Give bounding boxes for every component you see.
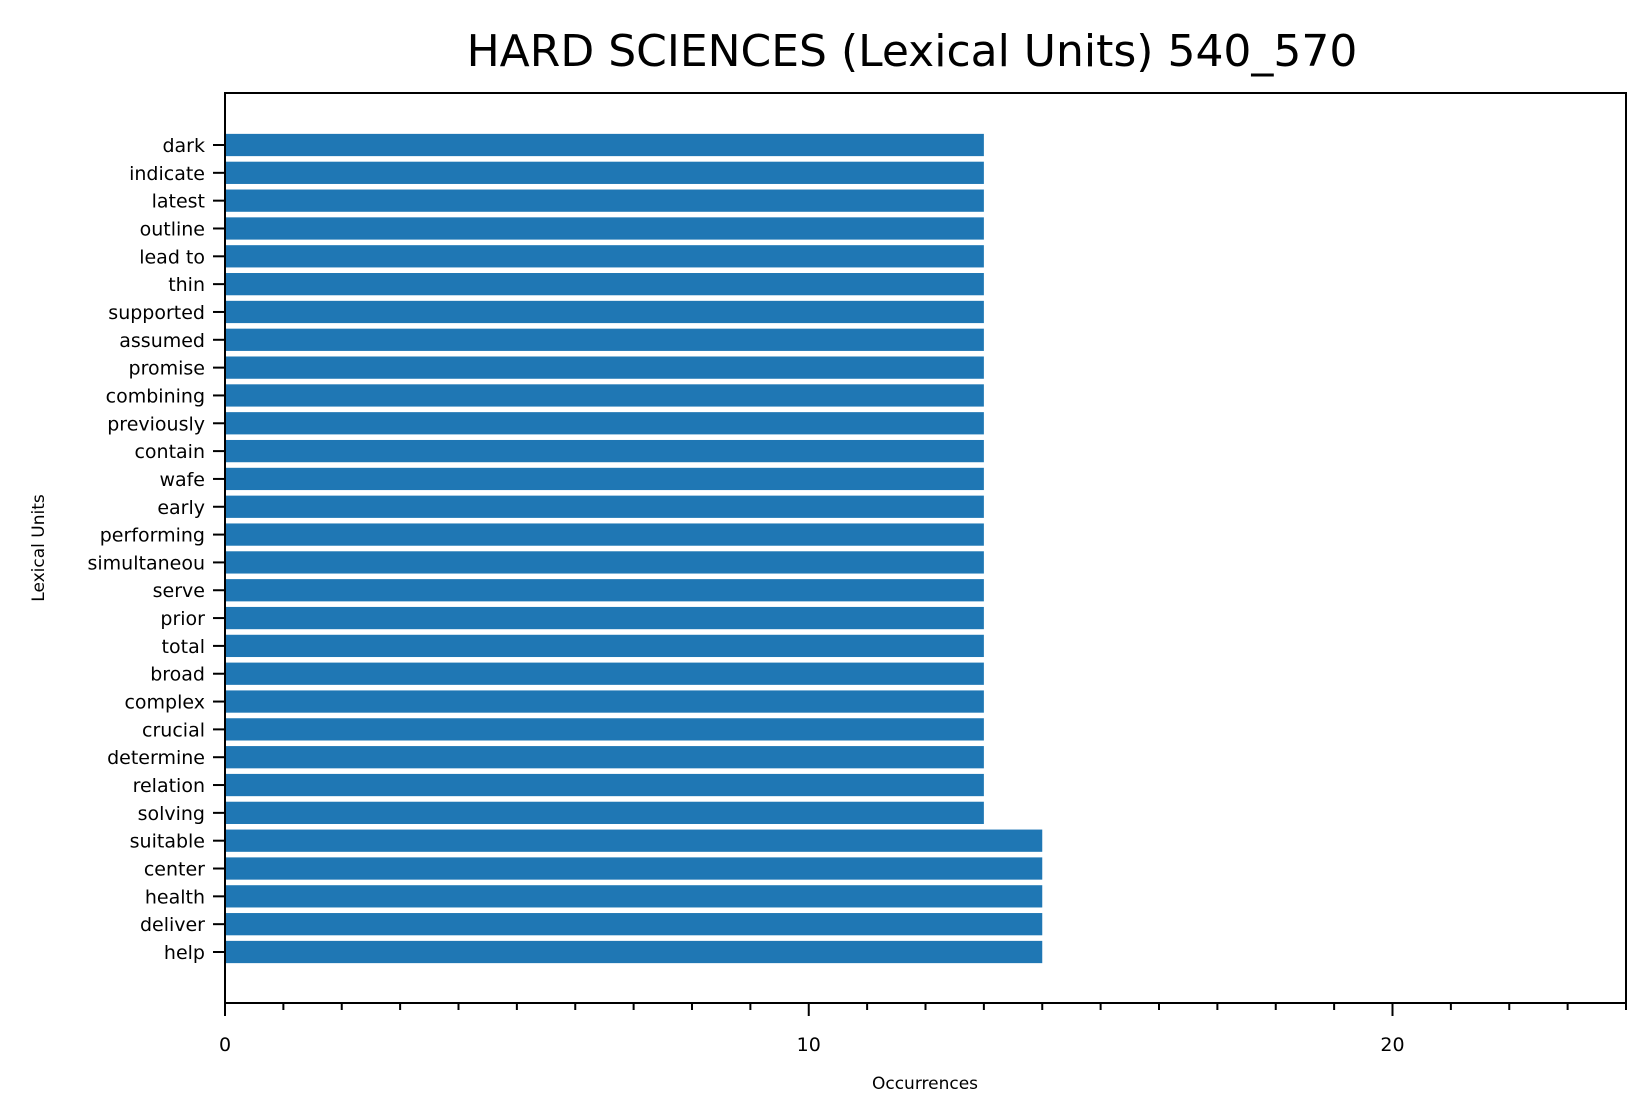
- y-tick-label: indicate: [129, 163, 205, 185]
- bar-solving: [225, 801, 984, 824]
- y-tick-label: dark: [162, 135, 205, 157]
- y-tick-label: outline: [140, 218, 205, 240]
- y-axis-label: Lexical Units: [29, 494, 49, 602]
- y-tick-label: determine: [107, 747, 205, 769]
- y-tick-label: contain: [134, 441, 205, 463]
- bar-prior: [225, 606, 984, 630]
- bar-determine: [225, 746, 984, 769]
- y-tick-label: supported: [108, 302, 205, 324]
- y-tick-label: relation: [133, 775, 205, 797]
- y-tick-label: promise: [129, 358, 205, 380]
- y-tick-label: complex: [124, 692, 205, 714]
- bar-lead-to: [225, 245, 984, 268]
- y-tick-label: deliver: [140, 914, 205, 936]
- bar-previously: [225, 412, 984, 435]
- y-tick-label: early: [157, 497, 205, 519]
- bar-help: [225, 940, 1043, 964]
- bar-serve: [225, 579, 984, 602]
- bar-center: [225, 857, 1043, 880]
- bar-health: [225, 885, 1043, 908]
- bar-simultaneou: [225, 551, 984, 574]
- y-tick-label: latest: [152, 191, 205, 213]
- y-tick-label: simultaneou: [88, 552, 206, 574]
- bar-combining: [225, 384, 984, 407]
- y-tick-label: performing: [100, 525, 205, 547]
- bar-relation: [225, 773, 984, 797]
- x-axis-ticks: 0 10 20: [219, 1003, 1627, 1056]
- y-tick-label: previously: [107, 413, 205, 435]
- y-tick-label: crucial: [142, 719, 205, 741]
- y-tick-label: lead to: [139, 246, 205, 268]
- y-tick-label: thin: [168, 274, 205, 296]
- bar-wafe: [225, 467, 984, 491]
- plot-area-frame: [224, 92, 1627, 1004]
- y-tick-label: total: [162, 636, 205, 658]
- y-tick-label: solving: [138, 803, 205, 825]
- bar-outline: [225, 217, 984, 240]
- bar-performing: [225, 523, 984, 546]
- bar-crucial: [225, 718, 984, 741]
- bar-suitable: [225, 829, 1043, 852]
- y-tick-label: combining: [106, 385, 205, 407]
- bar-indicate: [225, 161, 984, 184]
- bar-broad: [225, 662, 984, 685]
- bar-early: [225, 495, 984, 518]
- y-tick-label: assumed: [119, 330, 205, 352]
- chart-title: HARD SCIENCES (Lexical Units) 540_570: [467, 26, 1358, 77]
- x-tick-label: 10: [797, 1034, 821, 1056]
- x-tick-label: 20: [1380, 1034, 1404, 1056]
- y-tick-label: suitable: [130, 831, 205, 853]
- y-tick-label: center: [144, 859, 205, 881]
- bar-contain: [225, 439, 984, 463]
- y-tick-label: serve: [153, 580, 205, 602]
- bar-complex: [225, 690, 984, 713]
- bar-assumed: [225, 328, 984, 351]
- bar-dark: [225, 133, 984, 157]
- bar-thin: [225, 273, 984, 296]
- y-tick-label: broad: [150, 664, 205, 686]
- x-tick-label: 0: [219, 1034, 231, 1056]
- y-tick-label: wafe: [159, 469, 205, 491]
- x-axis-label: Occurrences: [872, 1074, 978, 1094]
- bars-group: [225, 133, 1043, 964]
- bar-deliver: [225, 913, 1043, 936]
- y-tick-label: prior: [160, 608, 205, 630]
- bar-promise: [225, 356, 984, 379]
- y-tick-label: help: [164, 942, 205, 964]
- y-axis-ticks: dark indicate latest outline lead to thin supp…: [88, 135, 225, 964]
- y-tick-label: health: [145, 886, 205, 908]
- bar-supported: [225, 300, 984, 324]
- bar-latest: [225, 189, 984, 212]
- bar-total: [225, 634, 984, 658]
